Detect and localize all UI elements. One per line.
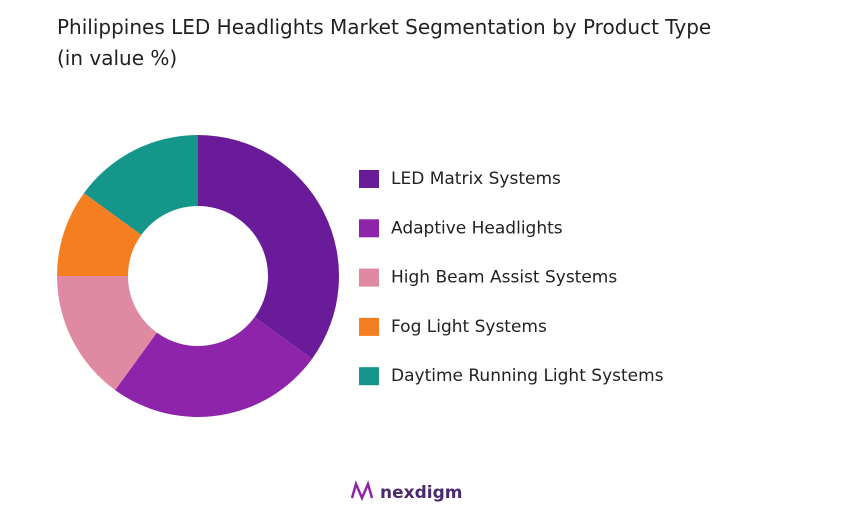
donut-slice [57,193,142,276]
legend-label: Adaptive Headlights [391,218,563,238]
legend-label: LED Matrix Systems [391,169,561,189]
logo-icon [350,480,374,502]
donut-slice [115,317,313,417]
legend-swatch [359,367,379,386]
logo: nexdigm [350,480,462,503]
chart-title: Philippines LED Headlights Market Segmen… [57,15,712,70]
legend-swatch [359,268,379,287]
logo-text: nexdigm [380,483,462,503]
donut-slice [83,135,198,235]
legend-label: High Beam Assist Systems [391,268,617,288]
legend-swatch [359,317,379,336]
legend-swatch [359,170,379,188]
legend-label: Daytime Running Light Systems [391,366,664,386]
donut-slice [57,276,157,391]
legend-swatch [359,219,379,238]
legend-label: Fog Light Systems [391,317,547,337]
donut-slice [198,135,339,359]
